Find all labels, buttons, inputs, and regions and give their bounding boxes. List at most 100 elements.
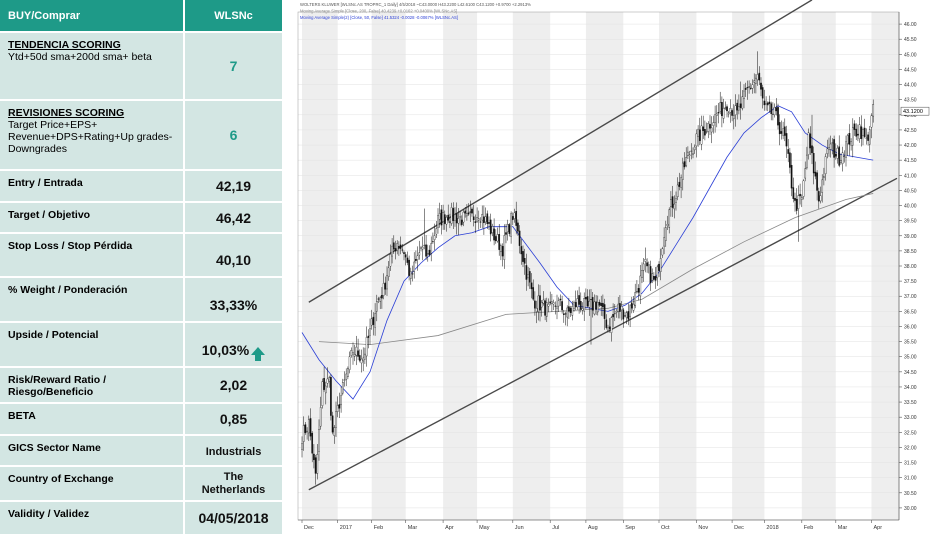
chart-legend: WOLTERS KLUWER [WLSNc.AS TROPRC_1 Daily]… — [300, 2, 531, 20]
candle-body — [370, 318, 373, 326]
x-tick-label: May — [479, 525, 490, 531]
candle-body — [807, 132, 810, 155]
candle-body — [460, 219, 463, 225]
candle-body — [522, 251, 524, 262]
candle-body — [833, 139, 835, 158]
candle-body — [625, 312, 628, 319]
beta-label: BETA — [0, 404, 183, 434]
table-row-weight: % Weight / Ponderación 33,33% — [0, 278, 282, 321]
candle-body — [479, 221, 482, 223]
candle-body — [865, 137, 868, 139]
risk-reward-label: Risk/Reward Ratio / Riesgo/Beneficio — [0, 368, 183, 402]
candle-body — [301, 443, 303, 450]
candle-body — [748, 86, 750, 88]
candle-body — [377, 298, 380, 300]
y-tick-label: 38.50 — [904, 249, 917, 255]
candle-body — [712, 122, 715, 126]
candle-body — [554, 305, 557, 307]
candle-body — [850, 141, 852, 146]
candle-body — [472, 216, 475, 221]
candle-body — [721, 102, 723, 117]
x-tick-label: 2018 — [766, 525, 778, 531]
candle-body — [804, 168, 807, 179]
validity-label: Validity / Validez — [0, 502, 183, 534]
candle-body — [676, 184, 679, 198]
candle-body — [489, 219, 492, 235]
candle-body — [532, 287, 535, 300]
candle-body — [656, 266, 659, 279]
candle-body — [372, 316, 375, 325]
candle-body — [576, 298, 579, 308]
candle-body — [862, 129, 864, 137]
header-label: BUY/Comprar — [0, 0, 183, 31]
candle-body — [778, 122, 781, 135]
table-row-risk-reward: Risk/Reward Ratio / Riesgo/Beneficio 2,0… — [0, 368, 282, 402]
candle-body — [622, 309, 625, 320]
candle-body — [709, 124, 711, 129]
candle-body — [715, 113, 718, 116]
candle-body — [392, 242, 395, 250]
candle-body — [816, 172, 818, 191]
candle-body — [585, 296, 587, 300]
candle-body — [537, 295, 540, 313]
candle-body — [761, 87, 764, 99]
candle-body — [411, 273, 414, 275]
candle-body — [704, 129, 706, 136]
candle-body — [508, 224, 511, 234]
candle-body — [863, 127, 866, 137]
candle-body — [347, 368, 349, 378]
candle-body — [438, 213, 441, 220]
candle-body — [758, 72, 761, 81]
candle-body — [401, 249, 404, 251]
x-tick-label: Jul — [552, 525, 559, 531]
y-tick-label: 32.50 — [904, 430, 917, 436]
candle-body — [345, 373, 348, 380]
y-tick-label: 36.00 — [904, 324, 917, 330]
y-tick-label: 36.50 — [904, 309, 917, 315]
y-tick-label: 31.00 — [904, 476, 917, 482]
tendencia-title: TENDENCIA SCORING — [8, 39, 121, 51]
candle-body — [511, 216, 514, 220]
candle-body — [557, 300, 560, 307]
candle-body — [552, 302, 555, 305]
table-row-sector: GICS Sector Name Industrials — [0, 436, 282, 465]
candle-body — [386, 275, 388, 290]
candle-body — [435, 228, 438, 235]
y-tick-label: 33.00 — [904, 415, 917, 421]
candle-body — [588, 300, 591, 308]
candle-body — [590, 299, 592, 301]
candle-body — [845, 141, 847, 158]
candle-body — [302, 425, 305, 442]
candle-body — [476, 217, 478, 222]
candle-body — [666, 224, 669, 226]
candle-body — [605, 319, 608, 328]
y-tick-label: 33.50 — [904, 400, 917, 406]
y-tick-label: 41.50 — [904, 158, 917, 164]
candle-body — [340, 395, 342, 406]
x-tick-label: Sep — [625, 525, 635, 531]
candle-body — [353, 354, 356, 357]
validity-value: 04/05/2018 — [185, 502, 282, 534]
candle-body — [823, 176, 825, 178]
legend-entry: Moving Average Simple(2) [Close, 50, Fal… — [300, 15, 458, 20]
candle-body — [848, 133, 851, 145]
candle-body — [777, 107, 779, 126]
candle-body — [812, 153, 815, 174]
candle-body — [710, 127, 713, 133]
y-tick-label: 31.50 — [904, 461, 917, 467]
candle-body — [663, 237, 665, 247]
candle-body — [671, 196, 674, 208]
x-tick-label: Dec — [734, 525, 744, 531]
table-row-country: Country of Exchange The Netherlands — [0, 467, 282, 500]
candle-body — [613, 313, 616, 315]
y-tick-label: 30.00 — [904, 506, 917, 512]
x-tick-label: Mar — [408, 525, 418, 531]
candle-body — [829, 143, 832, 150]
candle-body — [566, 307, 569, 318]
candle-body — [719, 102, 722, 112]
candle-body — [690, 150, 693, 152]
candle-body — [367, 335, 370, 338]
table-row-stop-loss: Stop Loss / Stop Pérdida 40,10 — [0, 234, 282, 276]
candle-body — [486, 213, 489, 225]
candle-body — [641, 270, 643, 279]
